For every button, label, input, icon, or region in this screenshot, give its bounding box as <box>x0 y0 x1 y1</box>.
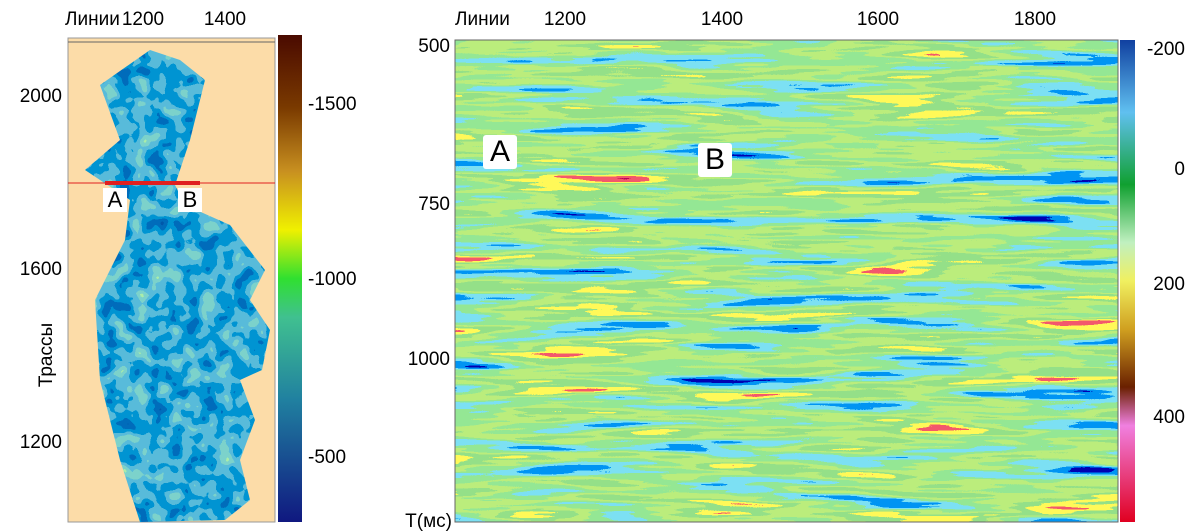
colorbar-tick-label: -1500 <box>308 94 357 115</box>
x-axis-label: Линии <box>455 9 510 30</box>
map-body <box>85 50 270 522</box>
y-tick-label: 500 <box>418 36 450 57</box>
x-tick-label: 1800 <box>1014 9 1056 30</box>
y-tick-label: 1200 <box>20 432 62 453</box>
marker-label: A <box>490 135 510 168</box>
y-tick-label: 2000 <box>20 86 62 107</box>
y-axis-label: Трассы <box>36 323 57 387</box>
colorbar <box>1120 40 1135 522</box>
marker-box <box>698 143 732 177</box>
x-tick-label: 1400 <box>701 9 743 30</box>
colorbar-tick-label: -500 <box>308 447 346 468</box>
colorbar <box>278 35 302 522</box>
colorbar-tick-label: -1000 <box>308 269 357 290</box>
x-tick-label: 1200 <box>122 9 164 30</box>
y-tick-label: 750 <box>418 194 450 215</box>
colorbar-tick-label: -200 <box>1147 39 1185 60</box>
section-frame <box>454 39 1119 523</box>
x-tick-label: 1200 <box>544 9 586 30</box>
seismic-section <box>455 40 1118 522</box>
marker-box <box>483 135 517 169</box>
marker-label: B <box>183 187 198 212</box>
y-tick-label: 1600 <box>20 259 62 280</box>
marker-box <box>103 188 127 212</box>
y-axis-label: T(мс) <box>405 511 452 532</box>
x-tick-label: 1600 <box>857 9 899 30</box>
colorbar-tick-label: 0 <box>1174 159 1185 180</box>
x-axis-label: Линии <box>65 9 120 30</box>
x-tick-label: 1400 <box>204 9 246 30</box>
marker-label: B <box>705 143 725 176</box>
colorbar-tick-label: 400 <box>1153 407 1185 428</box>
marker-label: A <box>108 187 123 212</box>
marker-box <box>178 188 202 212</box>
colorbar-tick-label: 200 <box>1153 274 1185 295</box>
y-tick-label: 1000 <box>408 349 450 370</box>
